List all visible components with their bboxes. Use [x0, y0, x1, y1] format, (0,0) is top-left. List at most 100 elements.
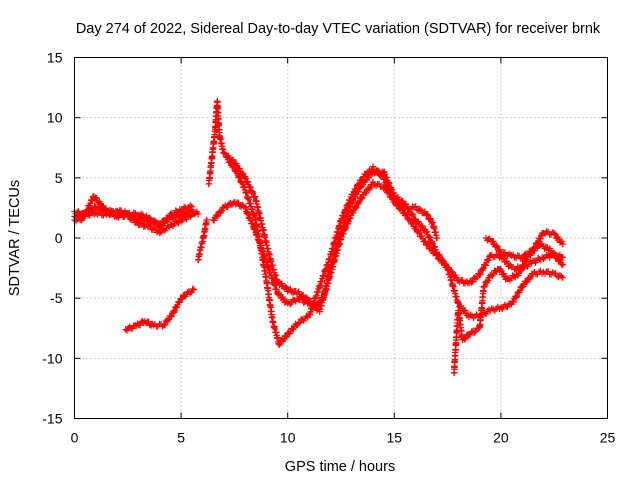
data-point: [492, 242, 500, 249]
data-point: [358, 195, 365, 202]
data-point: [490, 306, 497, 313]
y-tick-label: -15: [42, 411, 62, 427]
data-point: [459, 276, 466, 284]
axis-ticks: 0 5 10 15 20 25 -15 -10 -5 0 5 10 15: [42, 50, 615, 446]
data-point: [559, 261, 566, 268]
data-point: [429, 240, 436, 247]
data-point: [480, 283, 488, 291]
data-point: [415, 218, 422, 225]
x-tick-label: 20: [493, 430, 509, 446]
data-point: [165, 316, 172, 323]
data-point: [92, 194, 99, 201]
data-point: [477, 270, 484, 278]
x-tick-label: 15: [387, 430, 403, 446]
data-point: [342, 207, 349, 215]
data-point: [394, 198, 402, 205]
data-point: [177, 295, 185, 303]
data-point: [418, 222, 425, 229]
data-point: [551, 230, 558, 237]
data-point: [528, 249, 535, 256]
data-point: [182, 204, 189, 212]
data-point: [243, 210, 251, 217]
data-point: [403, 211, 410, 219]
data-point: [220, 149, 227, 156]
data-point: [278, 280, 285, 287]
data-point: [237, 179, 245, 186]
data-point: [337, 218, 345, 225]
data-point: [283, 333, 290, 341]
data-point: [501, 249, 509, 256]
data-point: [424, 240, 431, 248]
x-tick-label: 10: [280, 430, 296, 446]
data-point: [362, 189, 370, 197]
data-point: [409, 219, 417, 227]
data-point: [522, 279, 530, 286]
data-point: [416, 205, 423, 213]
data-point: [93, 194, 100, 202]
data-point: [242, 204, 249, 212]
data-point: [74, 215, 81, 223]
data-point: [190, 286, 198, 293]
data-point: [515, 288, 522, 296]
data-point: [440, 258, 447, 266]
data-point: [519, 283, 527, 290]
data-point: [342, 206, 350, 213]
data-point: [236, 174, 244, 181]
data-point: [137, 210, 145, 218]
data-point: [342, 225, 349, 233]
data-point: [214, 212, 222, 219]
y-tick-label: 5: [55, 170, 63, 186]
data-point: [467, 331, 474, 339]
data-point: [433, 234, 441, 242]
data-point: [236, 165, 243, 172]
data-point: [275, 341, 283, 349]
data-point: [559, 274, 566, 281]
data-point: [340, 212, 347, 220]
data-point: [558, 273, 565, 280]
data-point: [176, 299, 183, 306]
data-point: [426, 234, 434, 241]
series-track-5: [194, 216, 210, 264]
data-point: [531, 243, 539, 251]
data-point: [227, 158, 234, 166]
y-axis-label: SDTVAR / TECUs: [7, 180, 23, 296]
data-point: [156, 230, 163, 237]
data-point: [517, 267, 525, 274]
data-point: [468, 279, 475, 286]
data-point: [493, 243, 501, 250]
series-layer: [71, 97, 566, 377]
data-point: [177, 218, 185, 225]
y-tick-label: -5: [50, 290, 63, 306]
data-point: [249, 189, 257, 197]
data-point: [490, 238, 497, 245]
data-point: [504, 303, 511, 311]
data-point: [145, 214, 153, 221]
data-point: [349, 209, 357, 217]
data-point: [537, 235, 544, 242]
data-point: [352, 186, 359, 194]
data-point: [147, 215, 154, 222]
data-point: [544, 252, 552, 260]
data-point: [552, 270, 559, 277]
data-point: [409, 211, 417, 219]
data-point: [251, 194, 258, 201]
data-point: [374, 167, 381, 175]
series-track-7: [209, 179, 566, 322]
data-point: [549, 269, 556, 276]
data-point: [347, 215, 354, 222]
data-point: [520, 261, 528, 269]
data-point: [462, 335, 469, 342]
data-point: [230, 164, 238, 171]
data-point: [418, 232, 426, 240]
data-point: [188, 203, 195, 210]
data-point: [363, 171, 371, 179]
data-point: [186, 290, 194, 297]
data-point: [384, 181, 391, 189]
data-point: [84, 206, 91, 213]
y-tick-label: 0: [55, 230, 63, 246]
data-point: [412, 223, 419, 231]
data-point: [224, 203, 231, 211]
data-point: [476, 271, 483, 278]
data-point: [282, 283, 289, 290]
data-point: [171, 307, 178, 315]
